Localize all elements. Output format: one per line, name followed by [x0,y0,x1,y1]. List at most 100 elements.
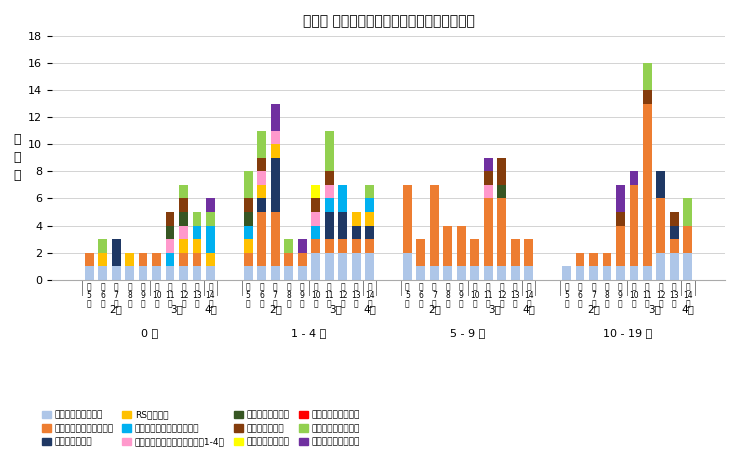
Bar [630,171,639,185]
Bar [244,226,252,239]
Bar [497,266,506,280]
Text: 3月: 3月 [170,304,184,314]
Bar [643,90,652,104]
Text: 0 歳: 0 歳 [141,328,158,338]
Bar [125,253,134,266]
Bar [258,158,266,171]
Bar [258,212,266,266]
Bar [98,239,107,253]
Bar [497,198,506,266]
Bar [366,239,374,253]
Text: 2月: 2月 [587,304,600,314]
Bar [244,266,252,280]
Bar [366,198,374,212]
Bar [258,198,266,212]
Bar [312,226,320,239]
Bar [206,212,215,226]
Bar [325,131,334,171]
Bar [179,226,188,239]
Bar [271,144,280,158]
Bar [325,171,334,185]
Bar [656,198,665,253]
Bar [338,253,347,280]
Bar [98,253,107,266]
Bar [511,239,519,266]
Bar [366,226,374,239]
Bar [179,239,188,253]
Bar [511,266,519,280]
Bar [525,239,533,266]
Bar [312,253,320,280]
Bar [244,239,252,253]
Legend: 新型コロナウイルス, インフルエンザウイルス, ライノウイルス, RSウイルス, ヒトメタニューモウイルス, パラインフルエンザウイルス1-4型, ヒトボカウイ: 新型コロナウイルス, インフルエンザウイルス, ライノウイルス, RSウイルス,… [41,410,360,446]
Bar [284,266,293,280]
Bar [403,253,411,280]
Bar [497,158,506,185]
Bar [497,185,506,198]
Text: 2月: 2月 [269,304,282,314]
Bar [616,266,625,280]
Bar [562,266,571,280]
Bar [643,63,652,90]
Bar [179,253,188,266]
Bar [484,198,493,266]
Bar [206,266,215,280]
Text: 3月: 3月 [329,304,343,314]
Bar [112,239,121,266]
Text: 3月: 3月 [488,304,502,314]
Bar [179,185,188,198]
Bar [443,226,452,266]
Bar [166,253,175,266]
Bar [312,212,320,226]
Bar [152,266,161,280]
Bar [643,104,652,266]
Bar [471,266,480,280]
Bar [352,239,360,253]
Bar [471,239,480,266]
Bar [192,266,201,280]
Bar [484,171,493,185]
Bar [656,253,665,280]
Bar [271,131,280,144]
Bar [297,266,306,280]
Bar [152,253,161,266]
Bar [457,226,465,266]
Bar [602,253,611,266]
Text: 4月: 4月 [522,304,535,314]
Bar [352,212,360,226]
Bar [670,253,679,280]
Bar [366,185,374,198]
Bar [616,185,625,212]
Bar [484,266,493,280]
Bar [166,212,175,226]
Bar [192,212,201,226]
Bar [297,253,306,266]
Bar [602,266,611,280]
Bar [206,198,215,212]
Bar [417,239,425,266]
Bar [271,158,280,212]
Bar [430,185,439,266]
Bar [338,185,347,212]
Bar [192,253,201,266]
Bar [271,266,280,280]
Bar [166,226,175,239]
Y-axis label: 検
出
数: 検 出 数 [13,133,21,182]
Bar [244,198,252,212]
Bar [656,171,665,198]
Bar [206,226,215,253]
Text: 4月: 4月 [204,304,217,314]
Bar [312,198,320,212]
Bar [352,253,360,280]
Bar [166,239,175,253]
Text: 4月: 4月 [682,304,694,314]
Bar [312,239,320,253]
Bar [166,266,175,280]
Text: 2月: 2月 [428,304,441,314]
Bar [616,212,625,226]
Bar [258,185,266,198]
Bar [630,185,639,266]
Bar [643,266,652,280]
Bar [430,266,439,280]
Bar [684,253,692,280]
